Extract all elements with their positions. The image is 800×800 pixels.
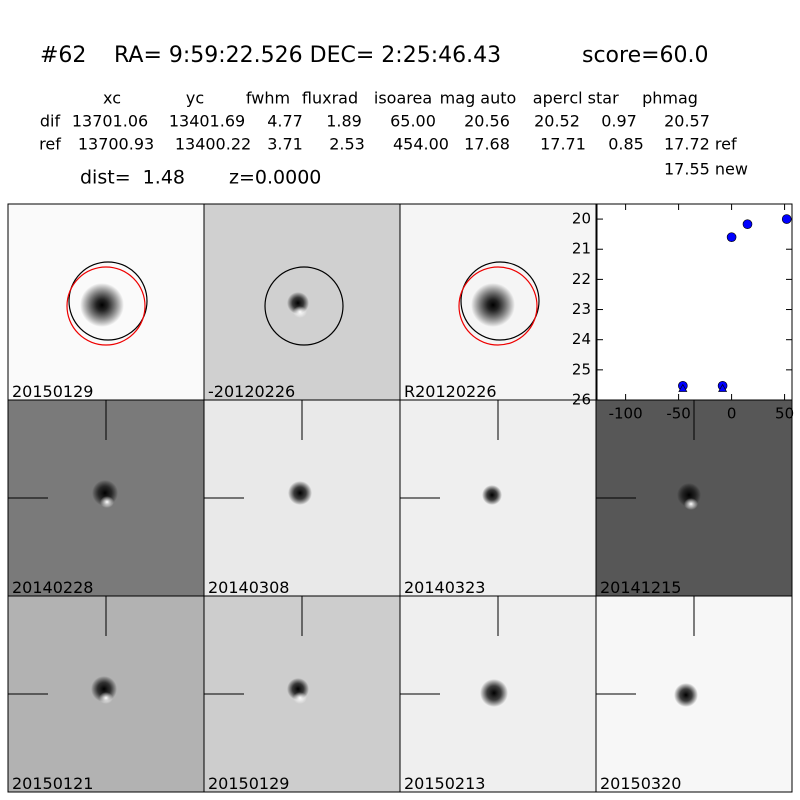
table-cell: 20.52 bbox=[534, 112, 580, 131]
column-header: mag auto bbox=[440, 89, 517, 108]
table-cell: 1.89 bbox=[326, 112, 362, 131]
table-cell: 13400.22 bbox=[175, 135, 251, 154]
row-label: dif bbox=[40, 112, 61, 131]
point bbox=[742, 219, 753, 230]
table-cell: 0.97 bbox=[601, 112, 637, 131]
point bbox=[726, 232, 737, 242]
score: score=60.0 bbox=[582, 43, 709, 68]
y-tick-label: 20 bbox=[572, 210, 591, 228]
x-tick-label: 0 bbox=[727, 405, 737, 423]
table-cell: 13401.69 bbox=[169, 112, 245, 131]
column-header: aper bbox=[533, 89, 570, 108]
ref-circle bbox=[264, 266, 344, 346]
residual bbox=[293, 692, 307, 704]
column-header: yc bbox=[186, 89, 204, 108]
panel-label: 20141215 bbox=[600, 578, 681, 597]
residual bbox=[99, 692, 113, 704]
y-tick-label: 26 bbox=[572, 391, 591, 409]
mag-plot: -100 -50 0 50 20 21 22 23 24 25 26 bbox=[572, 203, 794, 423]
row-label: ref bbox=[39, 135, 61, 154]
column-header: cl star bbox=[569, 89, 619, 108]
y-tick-label: 24 bbox=[572, 330, 591, 348]
table-cell: 454.00 bbox=[393, 135, 449, 154]
ref-circle bbox=[68, 261, 148, 341]
distance: dist= 1.48 bbox=[80, 167, 185, 189]
table-cell: 65.00 bbox=[390, 112, 436, 131]
table-cell: 17.71 bbox=[540, 135, 586, 154]
y-tick-label: 21 bbox=[572, 240, 591, 258]
source bbox=[674, 683, 698, 707]
source bbox=[480, 679, 508, 707]
panel-label: R20120226 bbox=[404, 382, 497, 401]
panel-label: 20140323 bbox=[404, 578, 485, 597]
ref-circle bbox=[460, 261, 540, 341]
source bbox=[471, 283, 515, 327]
table-cell: 17.72 ref bbox=[664, 135, 737, 154]
new-circle bbox=[66, 266, 146, 346]
source bbox=[482, 485, 502, 505]
panel-label: 20150129 bbox=[12, 382, 93, 401]
point bbox=[718, 383, 728, 392]
panel-grid: 20150129 -20120226 R20120226 20140228 201403… bbox=[7, 203, 793, 793]
source bbox=[80, 283, 124, 327]
column-header: fluxrad bbox=[302, 89, 358, 108]
table-cell: 2.53 bbox=[329, 135, 365, 154]
object-id: #62 bbox=[40, 43, 86, 68]
column-header: isoarea bbox=[374, 89, 432, 108]
y-tick-label: 23 bbox=[572, 300, 591, 318]
panel-label: 20140308 bbox=[208, 578, 289, 597]
residual bbox=[100, 496, 114, 508]
table-cell: 0.85 bbox=[608, 135, 644, 154]
x-tick-label: 50 bbox=[775, 405, 794, 423]
x-tick-label: -50 bbox=[666, 405, 691, 423]
redshift: z=0.0000 bbox=[229, 167, 321, 189]
phmag-new: 17.55 new bbox=[664, 160, 748, 179]
point bbox=[781, 214, 792, 224]
x-tick-label: -100 bbox=[609, 405, 643, 423]
y-tick-label: 25 bbox=[572, 360, 591, 378]
source bbox=[288, 481, 312, 505]
panel-label: 20150213 bbox=[404, 774, 485, 793]
table-cell: 13701.06 bbox=[72, 112, 148, 131]
plot-area bbox=[596, 203, 793, 401]
table-cell: 4.77 bbox=[267, 112, 303, 131]
coordinates: RA= 9:59:22.526 DEC= 2:25:46.43 bbox=[114, 43, 501, 68]
panel-label: -20120226 bbox=[208, 382, 295, 401]
table-cell: 20.57 bbox=[664, 112, 710, 131]
column-header: xc bbox=[103, 89, 121, 108]
table-cell: 3.71 bbox=[267, 135, 303, 154]
panel-label: 20150129 bbox=[208, 774, 289, 793]
point bbox=[678, 383, 688, 392]
table-cell: 20.56 bbox=[464, 112, 510, 131]
table-cell: 13700.93 bbox=[78, 135, 154, 154]
new-circle bbox=[458, 266, 538, 346]
panel-label: 20150320 bbox=[600, 774, 681, 793]
table-cell: 17.68 bbox=[464, 135, 510, 154]
y-tick-label: 22 bbox=[572, 270, 591, 288]
column-header: fwhm bbox=[246, 89, 290, 108]
residual bbox=[684, 498, 698, 510]
column-header: phmag bbox=[642, 89, 698, 108]
panel-label: 20140228 bbox=[12, 578, 93, 597]
panel-label: 20150121 bbox=[12, 774, 93, 793]
residual bbox=[293, 306, 307, 318]
